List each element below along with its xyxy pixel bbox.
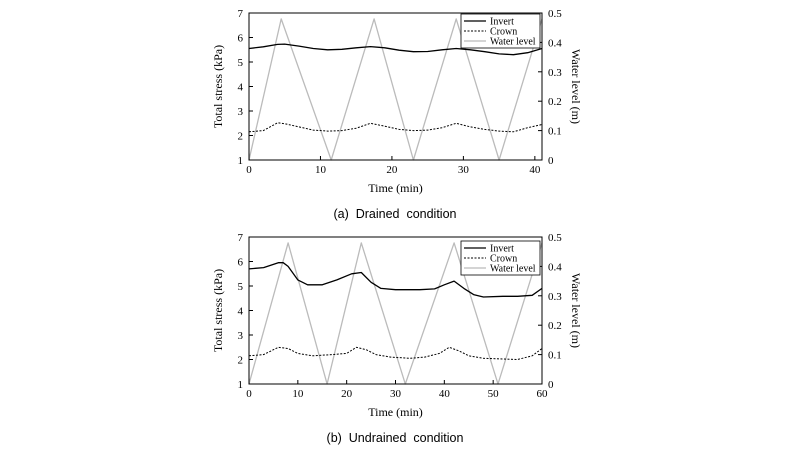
chart-b-xtick-label-0: 0: [246, 388, 252, 400]
chart-a-legend-label-crown: Crown: [490, 27, 517, 38]
chart-a-series-crown-line: [248, 122, 543, 133]
chart-b-ytick-label-5: 6: [238, 257, 244, 269]
chart-a-y2tick-label-2: 0.2: [548, 96, 562, 108]
chart-a-xtick-label-2: 20: [386, 164, 398, 176]
chart-b-ytick-label-6: 7: [238, 232, 244, 244]
chart-b-series-invert-line: [248, 262, 543, 298]
chart-a-xtick-label-3: 30: [458, 164, 470, 176]
chart-a: 0 10 20 30 40 1 2 3 4 5 6 7 0 0.1 0.2 0.3 0.4 0.5 Time (m…: [211, 8, 583, 221]
chart-b-y2tick-label-1: 0.1: [548, 350, 562, 362]
chart-b-xtick-label-4: 40: [439, 388, 451, 400]
chart-b-y2tick-label-0: 0: [548, 379, 554, 391]
chart-b: 0 10 20 30 40 50 60 1 2 3 4 5 6 7 0 0.1 0.2 0.3 0.4 0.5 Tim…: [211, 232, 583, 445]
chart-a-xtick-label-0: 0: [246, 164, 252, 176]
chart-b-ytick-label-1: 2: [238, 355, 244, 367]
chart-b-ticks: 0 10 20 30 40 50 60 1 2 3 4 5 6 7 0 0.1 0.2 0.3 0.4 0.5: [238, 232, 563, 400]
chart-b-y2tick-label-2: 0.2: [548, 320, 562, 332]
chart-a-xtick-label-1: 10: [315, 164, 327, 176]
chart-a-ylabel: Total stress (kPa): [211, 45, 225, 128]
chart-b-ylabel: Total stress (kPa): [211, 269, 225, 352]
chart-b-y2tick-label-4: 0.4: [548, 261, 562, 273]
chart-b-xtick-label-6: 60: [537, 388, 549, 400]
chart-b-xtick-label-3: 30: [390, 388, 402, 400]
chart-b-legend-box: [460, 240, 541, 276]
chart-a-ytick-label-3: 4: [238, 82, 244, 94]
chart-b-series-water-level-line: [248, 242, 543, 385]
chart-b-xtick-label-5: 50: [488, 388, 500, 400]
chart-a-ytick-label-4: 5: [238, 57, 244, 69]
chart-b-y2tick-label-5: 0.5: [548, 232, 562, 244]
chart-a-legend-label-water: Water level: [490, 37, 536, 48]
chart-a-xlabel: Time (min): [368, 181, 423, 195]
chart-a-y2tick-label-4: 0.4: [548, 37, 562, 49]
chart-a-y2tick-label-5: 0.5: [548, 8, 562, 20]
chart-b-ytick-label-2: 3: [238, 330, 244, 342]
chart-b-series-group: [248, 242, 543, 385]
chart-b-xtick-label-1: 10: [292, 388, 304, 400]
chart-b-ytick-label-0: 1: [238, 379, 244, 391]
chart-b-caption: (b) Undrained condition: [327, 431, 464, 445]
chart-b-y2tick-label-3: 0.3: [548, 291, 562, 303]
chart-a-ticks: 0 10 20 30 40 1 2 3 4 5 6 7 0 0.1 0.2 0.3 0.4 0.5: [238, 8, 563, 176]
chart-b-legend: Invert Crown Water level: [460, 240, 541, 276]
chart-a-y2tick-label-0: 0: [548, 155, 554, 167]
chart-a-ytick-label-5: 6: [238, 33, 244, 45]
chart-b-ytick-label-4: 5: [238, 281, 244, 293]
chart-a-legend-label-invert: Invert: [490, 17, 514, 28]
chart-b-ytick-label-3: 4: [238, 306, 244, 318]
chart-a-legend-box: [460, 13, 541, 49]
chart-a-xtick-label-4: 40: [529, 164, 541, 176]
chart-b-xtick-label-2: 20: [341, 388, 353, 400]
chart-a-y2tick-label-1: 0.1: [548, 126, 562, 138]
chart-a-caption: (a) Drained condition: [334, 207, 457, 221]
chart-b-xlabel: Time (min): [368, 405, 423, 419]
chart-b-y2label: Water level (m): [569, 273, 583, 348]
chart-b-legend-label-water: Water level: [490, 264, 536, 275]
chart-a-series-group: [248, 18, 543, 161]
chart-a-ytick-label-1: 2: [238, 131, 244, 143]
chart-b-series-crown-line: [248, 346, 543, 360]
chart-b-legend-label-crown: Crown: [490, 254, 517, 265]
chart-a-ytick-label-2: 3: [238, 106, 244, 118]
chart-a-ytick-label-6: 7: [238, 8, 244, 20]
chart-a-ytick-label-0: 1: [238, 155, 244, 167]
chart-a-legend: Invert Crown Water level: [460, 13, 541, 49]
chart-a-y2tick-label-3: 0.3: [548, 67, 562, 79]
chart-a-series-invert-line: [248, 43, 543, 56]
chart-b-legend-label-invert: Invert: [490, 244, 514, 255]
chart-a-series-water-level-line: [248, 18, 543, 161]
chart-a-y2label: Water level (m): [569, 49, 583, 124]
